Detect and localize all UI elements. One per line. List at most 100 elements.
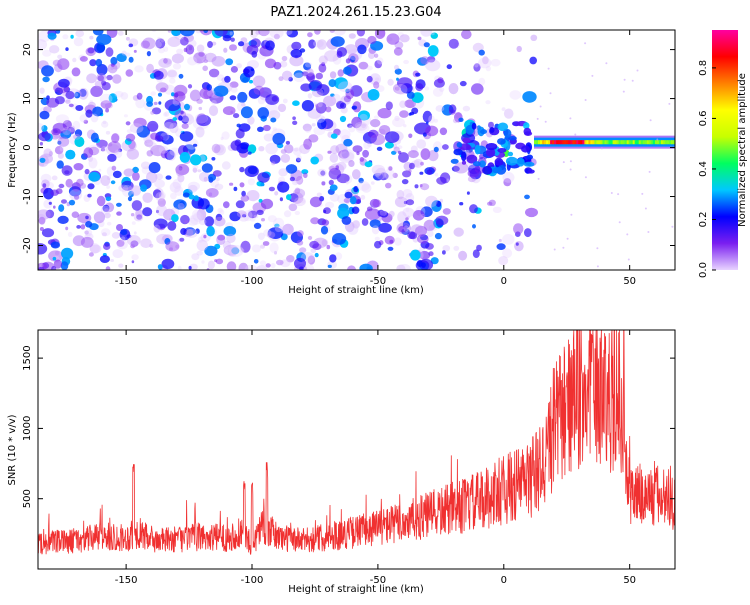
spectrogram-cell <box>171 53 184 64</box>
spectrogram-cell <box>356 30 365 37</box>
spectrogram-cell <box>263 124 271 132</box>
spectrogram-cell <box>265 263 271 268</box>
spectrogram-cell <box>223 201 230 209</box>
spectrogram-cell <box>182 192 190 198</box>
spectrogram-cell <box>333 30 346 36</box>
snr-y-ticks: 500 1000 1500 <box>22 345 675 508</box>
signal-band-cell <box>664 140 669 145</box>
spectrogram-cell <box>269 242 279 254</box>
spectrogram-cell <box>41 125 48 132</box>
spectrogram-cell <box>450 158 459 164</box>
spectrogram-cell <box>453 227 464 237</box>
spectrogram-cell <box>515 242 519 246</box>
spectrogram-cell <box>478 77 486 86</box>
spectrogram-cell <box>205 188 219 198</box>
spectrogram-x-tick-label: 50 <box>623 276 636 287</box>
spectrogram-cell <box>194 113 208 124</box>
spectrogram-cell <box>84 229 93 237</box>
spectrogram-cell <box>307 255 316 265</box>
spectrogram-cell <box>485 65 492 72</box>
signal-band-cell <box>566 140 570 145</box>
spectrogram-cell <box>163 58 172 65</box>
spectrogram-cell <box>49 45 60 54</box>
snr-x-tick-label: -50 <box>370 575 386 586</box>
spectrogram-cell <box>377 108 392 119</box>
spectrogram-cell <box>106 74 113 81</box>
spectrogram-cell <box>177 202 185 210</box>
spectrogram-cell <box>260 182 265 187</box>
spectrogram-cell <box>179 36 189 46</box>
spectrogram-cell <box>289 54 304 67</box>
spectrogram-cell <box>407 231 416 240</box>
spectrogram-cell <box>79 88 87 97</box>
spectrogram-cell <box>502 234 515 245</box>
spectrogram-cell <box>110 63 115 67</box>
spectrogram-cell <box>231 247 240 255</box>
spectrogram-cell <box>101 232 107 237</box>
spectrogram-cell <box>123 168 135 177</box>
spectrogram-cell <box>257 126 264 132</box>
spectrogram-cell <box>516 45 522 53</box>
spectrogram-cell <box>125 36 130 41</box>
spectrogram-cell <box>84 168 90 175</box>
spectrogram-cell <box>405 199 415 206</box>
spectrogram-cell <box>171 214 179 223</box>
spectrogram-cell <box>112 74 122 84</box>
spectrogram-cell <box>61 165 73 176</box>
spectrogram-cell <box>374 236 380 241</box>
spectrogram-cell <box>419 184 423 188</box>
spectrogram-cell <box>85 109 93 118</box>
spectrogram-cell <box>222 240 231 250</box>
spectrogram-cell <box>88 101 96 109</box>
spectrogram-cell <box>181 123 189 129</box>
spectrogram-cell <box>75 30 85 38</box>
spectrogram-cell <box>361 218 369 226</box>
spectrogram-cell <box>239 166 245 173</box>
spectrogram-cell <box>207 260 215 270</box>
spectrogram-cell <box>310 156 320 165</box>
spectrogram-cell <box>41 65 54 77</box>
spectrogram-cell <box>301 100 314 112</box>
spectrogram-cell <box>332 233 347 245</box>
spectrogram-cell <box>401 179 409 185</box>
spectrogram-cell <box>373 115 379 120</box>
spectrogram-cell <box>155 173 164 180</box>
spectrogram-cell <box>140 238 152 248</box>
spectrogram-cell <box>140 184 148 192</box>
spectrogram-cell <box>313 39 324 48</box>
signal-band-cell <box>608 140 612 145</box>
spectrogram-cell <box>391 150 397 155</box>
spectrogram-cell <box>103 77 108 82</box>
spectrogram-cell <box>367 143 372 147</box>
spectrogram-cell <box>219 209 225 215</box>
colorbar-label: Normalized spectral amplitude <box>737 73 748 227</box>
signal-band-cell <box>554 140 558 145</box>
spectrogram-cell <box>323 207 331 215</box>
spectrogram-cell <box>370 181 375 185</box>
spectrogram-cell <box>147 120 159 132</box>
spectrogram-cell <box>196 44 205 53</box>
spectrogram-cell <box>157 198 166 207</box>
spectrogram-cell <box>106 175 111 181</box>
signal-band-cell <box>594 140 598 145</box>
spectrogram-cell <box>398 150 402 155</box>
spectrogram-cell <box>422 110 433 123</box>
spectrogram-cell <box>524 194 530 200</box>
spectrogram-cell <box>198 51 205 57</box>
spectrogram-cell <box>340 149 355 161</box>
spectrogram-cell <box>214 259 218 263</box>
spectrogram-cell <box>201 260 205 264</box>
spectrogram-cell <box>335 143 348 154</box>
spectrogram-cell <box>623 78 626 81</box>
spectrogram-cell <box>240 106 253 119</box>
spectrogram-cell <box>192 167 198 173</box>
spectrogram-cell <box>329 184 338 191</box>
spectrogram-cell <box>384 141 394 149</box>
spectrogram-cell <box>146 150 154 157</box>
spectrogram-cell <box>398 225 407 233</box>
spectrogram-cell <box>295 157 301 163</box>
spectrogram-cell <box>270 262 276 269</box>
spectrogram-cell <box>437 77 444 84</box>
